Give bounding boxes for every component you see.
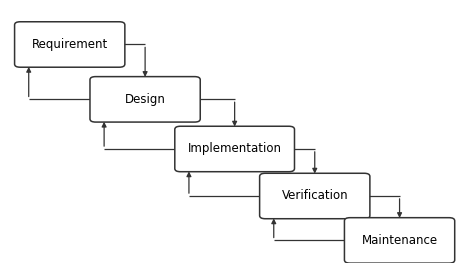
FancyBboxPatch shape	[15, 22, 125, 67]
Text: Maintenance: Maintenance	[362, 234, 438, 247]
FancyBboxPatch shape	[175, 126, 294, 172]
FancyBboxPatch shape	[260, 173, 370, 219]
FancyBboxPatch shape	[90, 77, 200, 122]
Text: Verification: Verification	[282, 190, 348, 202]
Text: Requirement: Requirement	[32, 38, 108, 51]
Text: Implementation: Implementation	[188, 143, 282, 155]
Text: Design: Design	[125, 93, 165, 106]
FancyBboxPatch shape	[345, 218, 455, 263]
